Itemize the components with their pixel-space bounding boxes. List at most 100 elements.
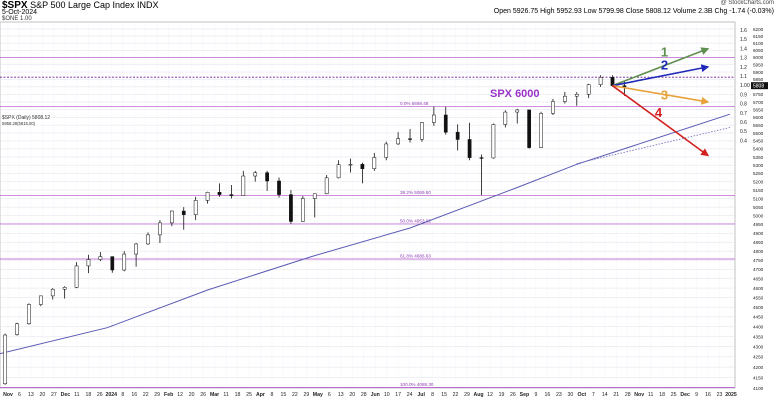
candle-body: [312, 193, 317, 199]
x-tick-label: 16: [544, 392, 550, 398]
candle-body: [193, 200, 198, 215]
y-tick-label: 4100: [753, 386, 764, 391]
candle-body: [169, 210, 174, 224]
y-tick-label: 5450: [753, 139, 764, 144]
candle-body: [622, 85, 627, 88]
candle-body: [122, 253, 127, 271]
candle-body: [134, 243, 138, 255]
y-tick-label: 4800: [753, 249, 764, 254]
x-tick-label: 20: [349, 392, 355, 398]
x-tick-label: 15: [441, 392, 447, 398]
x-tick-label: 6: [18, 392, 21, 398]
candle-body: [110, 256, 115, 271]
right-axis-label: 0.9: [740, 92, 747, 98]
y-tick-label: 5100: [753, 196, 764, 201]
x-tick-label: 15: [281, 392, 287, 398]
y-tick-label: 5950: [753, 63, 764, 68]
candle-body: [396, 138, 400, 145]
moving-average: [0, 113, 731, 355]
right-axis-label: 0.4: [740, 138, 747, 144]
chart-header-title: $SPX S&P 500 Large Cap Index INDX: [2, 0, 159, 11]
x-tick-label: 24: [407, 392, 413, 398]
chart-title: SPX 6000: [490, 88, 540, 100]
right-axis-label: 1.00: [740, 83, 750, 89]
ohlc-readout: Open 5926.75 High 5952.93 Low 5799.98 Cl…: [493, 8, 774, 15]
x-tick-label: 7: [592, 392, 595, 398]
y-tick-label: 6150: [753, 34, 764, 39]
x-tick-label: 22: [453, 392, 459, 398]
candle-body: [253, 172, 258, 177]
y-tick-label: 4550: [753, 295, 764, 300]
x-tick-label: 21: [613, 392, 619, 398]
scenario-arrow-4: [612, 85, 710, 157]
candle-body: [324, 177, 329, 195]
y-tick-label: 4150: [753, 375, 764, 380]
candle-body: [503, 111, 508, 125]
candle-body: [443, 114, 448, 133]
right-axis-label: 1.6: [740, 28, 747, 34]
candle-body: [15, 323, 19, 335]
candle-body: [551, 101, 555, 114]
scenario-arrows: 12 3 4: [612, 44, 710, 157]
y-tick-label: 5400: [753, 147, 764, 152]
y-tick-label: 4900: [753, 231, 764, 236]
x-tick-label: 11: [223, 392, 228, 398]
candle-body: [265, 172, 269, 182]
x-tick-label: Nov: [3, 392, 13, 398]
candle-body: [27, 304, 31, 324]
x-tick-label: Aug: [473, 392, 483, 398]
x-tick-label: 29: [154, 392, 160, 398]
candle-body: [432, 114, 436, 123]
candle-body: [515, 109, 520, 113]
candle-body: [38, 295, 43, 305]
x-tick-label: 9: [534, 392, 537, 398]
x-tick-label: 16: [131, 392, 137, 398]
y-tick-label: 5500: [753, 131, 764, 136]
candle-body: [241, 175, 246, 196]
y-tick-label: 4250: [753, 355, 764, 360]
candle-body: [360, 164, 365, 169]
brand-watermark: @ StockCharts.com: [720, 0, 774, 6]
symbol: $SPX: [2, 0, 28, 11]
x-tick-label: 26: [200, 392, 206, 398]
y-tick-label: 4600: [753, 286, 764, 291]
candle-body: [408, 138, 412, 140]
scenario-label-4: 4: [655, 105, 663, 120]
right-axis-label: 1.3: [740, 56, 747, 62]
right-axis-label: 1.2: [740, 65, 747, 71]
x-tick-label: 29: [464, 392, 470, 398]
x-tick-label: Nov: [634, 392, 644, 398]
x-tick-label: 10: [384, 392, 390, 398]
scenario-arrow-1: [612, 47, 710, 87]
y-tick-label: 4650: [753, 277, 764, 282]
ma-200-line: [0, 113, 731, 355]
candle-body: [479, 157, 484, 159]
level-label: 100.0% 4088.30: [400, 382, 434, 387]
candle-body: [98, 256, 103, 260]
candle-body: [50, 288, 55, 297]
x-tick-label: Dec: [680, 392, 690, 398]
y-tick-label: 5300: [753, 163, 764, 168]
x-tick-label: 26: [510, 392, 516, 398]
y-tick-label: 5350: [753, 155, 764, 160]
y-tick-label: 4400: [753, 324, 764, 329]
y-tick-label: 4700: [753, 267, 764, 272]
candle-body: [372, 157, 377, 169]
y-tick-label: 6050: [753, 48, 764, 53]
x-tick-label: 29: [303, 392, 309, 398]
y-tick-label: 5900: [753, 70, 764, 75]
chart-date: 5-Oct-2024: [2, 9, 38, 16]
y-tick-label: 4500: [753, 305, 764, 310]
line-legend: $ONE 1.00: [2, 16, 32, 22]
grid: [0, 21, 736, 389]
index-name: S&P 500 Large Cap Index: [30, 0, 135, 10]
y-tick-label: 6100: [753, 41, 764, 46]
candle-body: [491, 124, 496, 159]
x-tick-label: Jun: [371, 392, 380, 398]
candle-body: [420, 122, 424, 140]
y-tick-label: 6000: [753, 55, 764, 60]
right-axis-label: 1.4: [740, 46, 747, 52]
x-tick-label: Dec: [61, 392, 71, 398]
